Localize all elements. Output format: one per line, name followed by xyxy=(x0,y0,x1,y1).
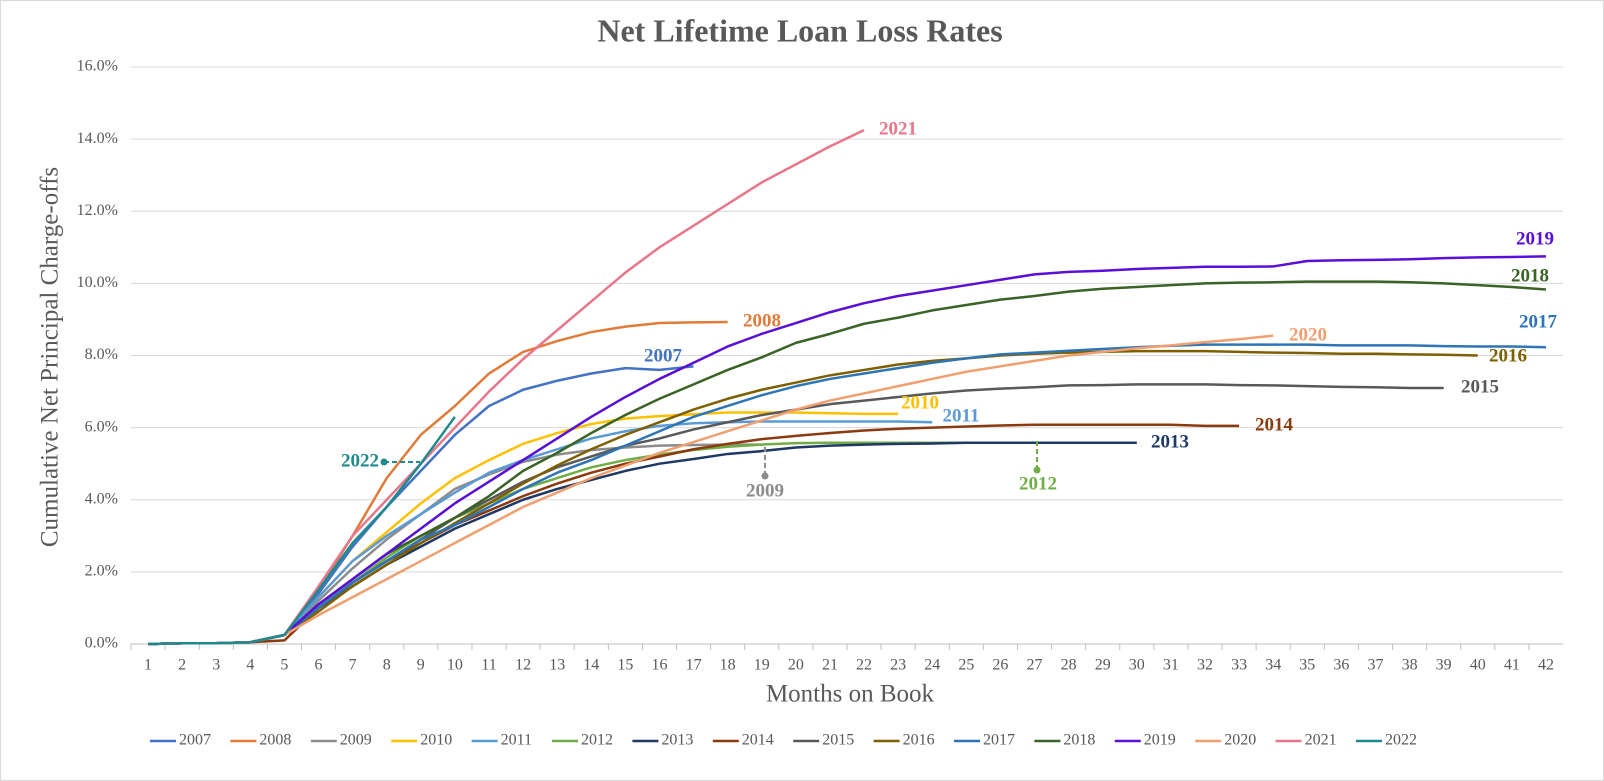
series-end-label: 2021 xyxy=(879,118,917,139)
x-tick-label: 3 xyxy=(212,657,220,674)
series-end-label: 2009 xyxy=(746,480,784,501)
x-tick-label: 29 xyxy=(1095,657,1111,674)
y-tick-label: 16.0% xyxy=(77,58,118,75)
series-end-label: 2017 xyxy=(1519,311,1558,332)
series-end-label: 2015 xyxy=(1461,376,1499,397)
y-tick-label: 12.0% xyxy=(77,202,118,219)
series-end-label: 2016 xyxy=(1489,345,1527,366)
legend-label: 2012 xyxy=(581,732,613,749)
x-tick-label: 11 xyxy=(481,657,496,674)
series-line xyxy=(148,255,1546,646)
x-tick-label: 28 xyxy=(1061,657,1077,674)
x-axis-title: Months on Book xyxy=(766,681,935,708)
x-tick-label: 21 xyxy=(822,657,838,674)
legend-label: 2007 xyxy=(179,732,211,749)
y-tick-label: 10.0% xyxy=(77,274,118,291)
series-end-label: 2013 xyxy=(1151,431,1189,452)
x-tick-label: 34 xyxy=(1265,657,1281,674)
x-tick-label: 5 xyxy=(280,657,288,674)
x-tick-label: 19 xyxy=(754,657,770,674)
legend-label: 2015 xyxy=(822,732,854,749)
series-line xyxy=(148,416,456,646)
y-tick-label: 0.0% xyxy=(85,635,118,652)
x-tick-label: 27 xyxy=(1027,657,1043,674)
x-tick-label: 30 xyxy=(1129,657,1145,674)
y-tick-label: 2.0% xyxy=(85,563,118,580)
legend-label: 2016 xyxy=(903,732,935,749)
legend-label: 2021 xyxy=(1305,732,1337,749)
x-tick-label: 15 xyxy=(617,657,633,674)
legend-label: 2010 xyxy=(420,732,452,749)
annotation-dot xyxy=(761,472,769,480)
x-tick-label: 35 xyxy=(1299,657,1315,674)
series-end-label: 2007 xyxy=(644,345,683,366)
legend-label: 2014 xyxy=(742,732,774,749)
x-tick-label: 36 xyxy=(1333,657,1349,674)
series-line xyxy=(148,334,1274,646)
x-tick-label: 7 xyxy=(349,657,357,674)
annotation-dot xyxy=(380,458,388,466)
y-tick-label: 4.0% xyxy=(85,490,118,507)
y-tick-label: 14.0% xyxy=(77,130,118,147)
x-tick-label: 16 xyxy=(651,657,667,674)
x-tick-label: 12 xyxy=(515,657,531,674)
legend-label: 2022 xyxy=(1385,732,1417,749)
legend-label: 2009 xyxy=(340,732,372,749)
legend-label: 2018 xyxy=(1063,732,1095,749)
x-tick-label: 13 xyxy=(549,657,565,674)
y-axis-title: Cumulative Net Principal Charge-offs xyxy=(37,167,64,547)
x-tick-label: 39 xyxy=(1436,657,1452,674)
x-tick-label: 32 xyxy=(1197,657,1213,674)
series-end-label: 2014 xyxy=(1255,414,1294,435)
x-tick-label: 38 xyxy=(1402,657,1418,674)
y-tick-label: 8.0% xyxy=(85,346,118,363)
legend-label: 2013 xyxy=(661,732,693,749)
series-end-label: 2022 xyxy=(341,450,379,471)
x-tick-label: 14 xyxy=(583,657,599,674)
x-tick-label: 20 xyxy=(788,657,804,674)
chart-title: Net Lifetime Loan Loss Rates xyxy=(597,12,1002,48)
x-tick-label: 31 xyxy=(1163,657,1179,674)
x-tick-label: 1 xyxy=(144,657,152,674)
x-tick-label: 22 xyxy=(856,657,872,674)
x-tick-label: 8 xyxy=(383,657,391,674)
x-tick-label: 9 xyxy=(417,657,425,674)
x-tick-label: 37 xyxy=(1367,657,1383,674)
y-tick-label: 6.0% xyxy=(85,418,118,435)
x-tick-label: 10 xyxy=(447,657,463,674)
x-tick-label: 6 xyxy=(315,657,323,674)
series-line xyxy=(148,349,1478,646)
series-end-label: 2020 xyxy=(1289,324,1327,345)
legend-label: 2011 xyxy=(501,732,532,749)
x-tick-label: 2 xyxy=(178,657,186,674)
x-tick-label: 41 xyxy=(1504,657,1520,674)
legend-label: 2019 xyxy=(1144,732,1176,749)
x-tick-label: 26 xyxy=(992,657,1008,674)
series-end-label: 2019 xyxy=(1516,228,1554,249)
x-tick-label: 33 xyxy=(1231,657,1247,674)
series-end-label: 2011 xyxy=(943,405,980,426)
x-tick-label: 24 xyxy=(924,657,940,674)
x-tick-label: 17 xyxy=(686,657,702,674)
series-end-label: 2018 xyxy=(1511,265,1549,286)
legend-label: 2020 xyxy=(1224,732,1256,749)
series-line xyxy=(148,343,1546,646)
series-end-label: 2012 xyxy=(1019,473,1057,494)
series-end-label: 2010 xyxy=(901,392,939,413)
legend-label: 2008 xyxy=(259,732,291,749)
x-tick-label: 42 xyxy=(1538,657,1554,674)
x-tick-label: 40 xyxy=(1470,657,1486,674)
x-tick-label: 18 xyxy=(720,657,736,674)
annotation-dot xyxy=(1033,466,1041,474)
x-tick-label: 25 xyxy=(958,657,974,674)
x-tick-label: 4 xyxy=(246,657,254,674)
legend-label: 2017 xyxy=(983,732,1015,749)
series-end-label: 2008 xyxy=(743,310,781,331)
x-tick-label: 23 xyxy=(890,657,906,674)
